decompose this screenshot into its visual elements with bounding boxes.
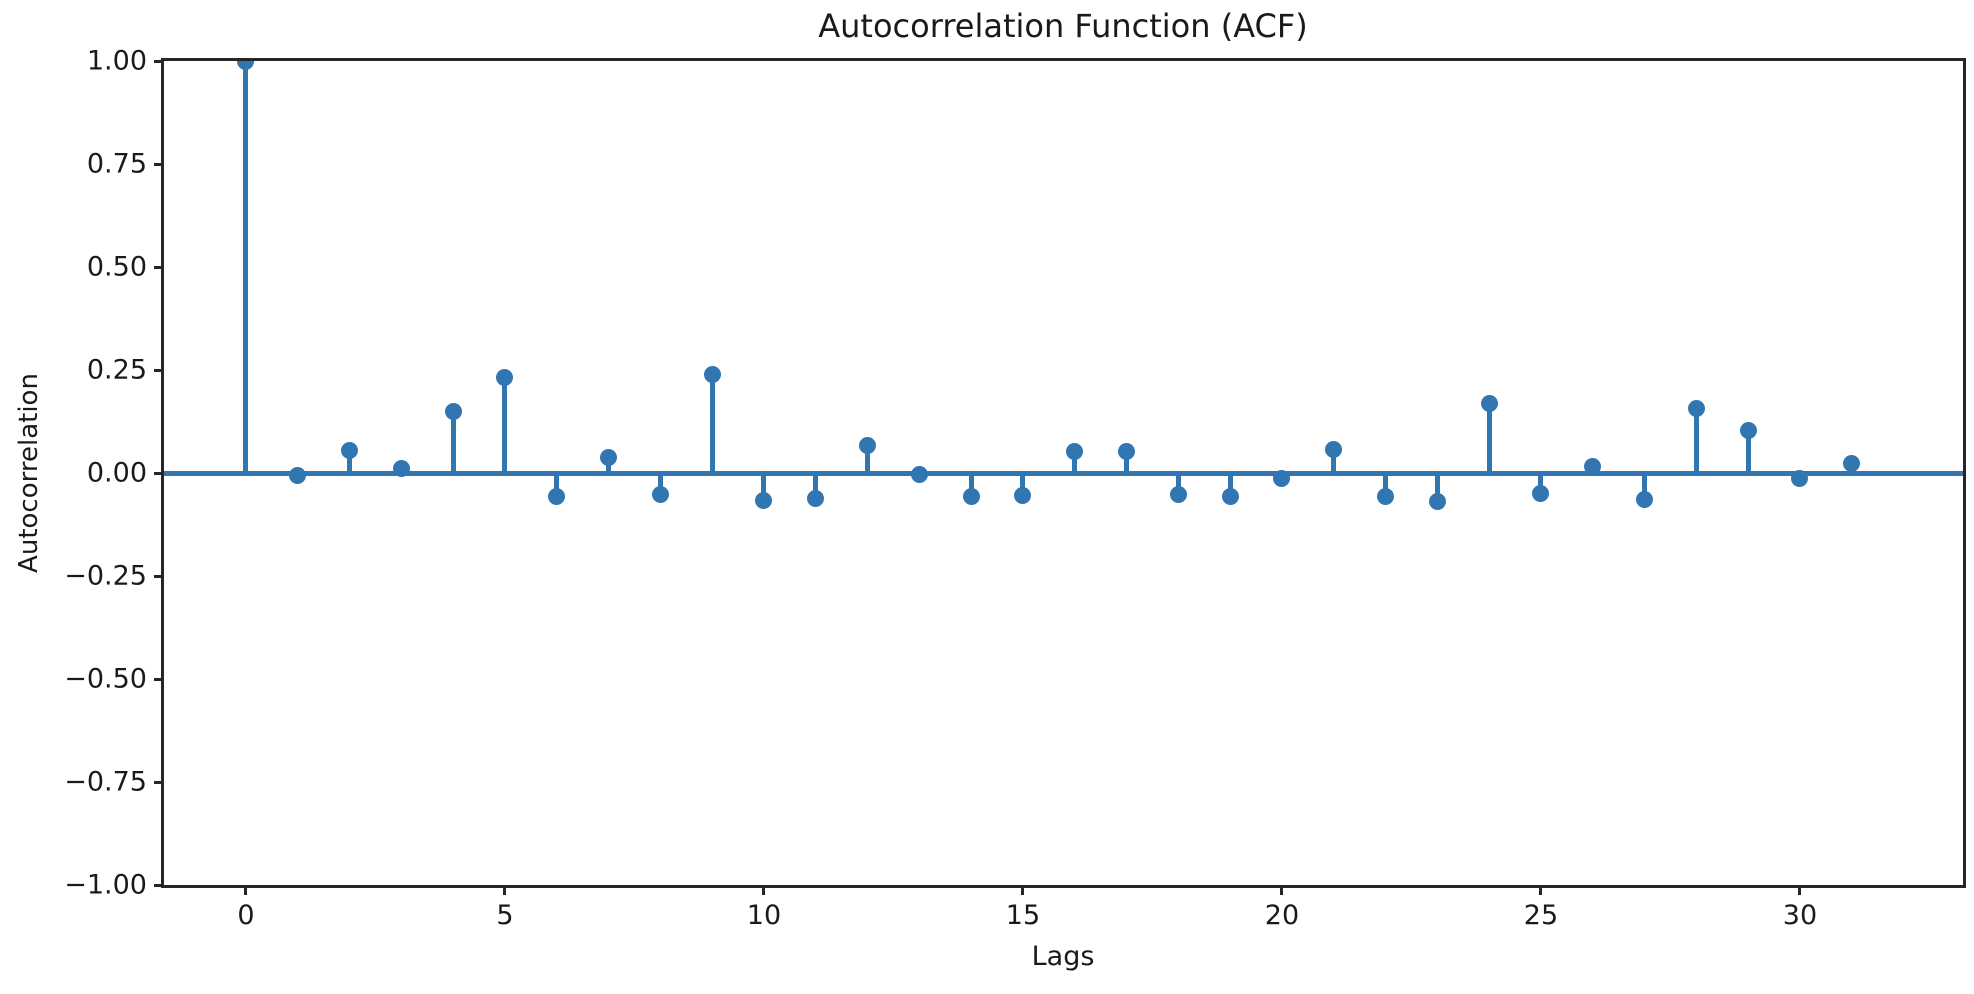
stem-line-lag-16 <box>1072 451 1078 473</box>
y-tick-mark <box>154 883 164 887</box>
stem-line-lag-29 <box>1745 430 1751 473</box>
x-tick-label: 15 <box>1005 900 1041 931</box>
stem-marker-lag-16 <box>1066 443 1084 461</box>
stem-line-lag-10 <box>761 473 767 501</box>
x-tick-label: 0 <box>237 900 255 931</box>
x-tick-mark <box>762 885 766 895</box>
x-tick-label: 5 <box>496 900 514 931</box>
stem-marker-lag-10 <box>755 491 773 509</box>
zero-baseline <box>164 470 1963 476</box>
stem-line-lag-18 <box>1175 473 1181 495</box>
stem-marker-lag-21 <box>1325 440 1343 458</box>
stem-marker-lag-2 <box>341 441 359 459</box>
stem-marker-lag-9 <box>703 365 721 383</box>
stem-line-lag-19 <box>1227 473 1233 497</box>
stem-marker-lag-24 <box>1480 395 1498 413</box>
y-tick-label: −1.00 <box>64 869 147 901</box>
stem-marker-lag-15 <box>1014 487 1032 505</box>
stem-marker-lag-14 <box>962 488 980 506</box>
stem-marker-lag-3 <box>392 460 410 478</box>
stem-marker-lag-1 <box>289 466 307 484</box>
stem-line-lag-21 <box>1331 449 1337 473</box>
stem-marker-lag-31 <box>1843 455 1861 473</box>
stem-line-lag-14 <box>968 473 974 497</box>
y-tick-label: 0.50 <box>86 251 147 283</box>
stem-marker-lag-22 <box>1377 488 1395 506</box>
stem-marker-lag-12 <box>859 437 877 455</box>
y-tick-label: 0.75 <box>86 148 147 180</box>
stem-line-lag-17 <box>1124 451 1130 473</box>
y-axis-label: Autocorrelation <box>14 373 45 573</box>
y-tick-label: 0.00 <box>86 457 147 489</box>
stem-marker-lag-25 <box>1532 484 1550 502</box>
stem-line-lag-27 <box>1642 473 1648 500</box>
stem-line-lag-11 <box>813 473 819 499</box>
stem-marker-lag-4 <box>444 402 462 420</box>
chart-title: Autocorrelation Function (ACF) <box>818 7 1308 45</box>
stem-marker-lag-29 <box>1739 422 1757 440</box>
stem-marker-lag-19 <box>1221 488 1239 506</box>
stem-marker-lag-28 <box>1687 399 1705 417</box>
stem-marker-lag-8 <box>651 485 669 503</box>
stem-line-lag-0 <box>243 61 249 473</box>
y-tick-mark <box>154 677 164 681</box>
stem-marker-lag-27 <box>1636 490 1654 508</box>
stem-marker-lag-23 <box>1428 492 1446 510</box>
stem-line-lag-2 <box>347 450 353 473</box>
stem-line-lag-12 <box>865 445 871 473</box>
x-tick-mark <box>503 885 507 895</box>
y-tick-label: −0.75 <box>64 766 147 798</box>
stem-marker-lag-7 <box>600 448 618 466</box>
stem-marker-lag-26 <box>1584 457 1602 475</box>
plot-area: 0 5 10 15 20 25 30 1.00 0.75 0.50 0.25 0.00 −0.25 −0.… <box>64 45 1966 931</box>
y-tick-mark <box>154 574 164 578</box>
plot-clip-region <box>164 61 1963 885</box>
stem-line-lag-23 <box>1434 473 1440 502</box>
stem-line-lag-22 <box>1383 473 1389 497</box>
x-tick-mark <box>1021 885 1025 895</box>
stem-marker-lag-11 <box>807 490 825 508</box>
stem-line-lag-25 <box>1538 473 1544 494</box>
x-tick-label: 20 <box>1264 900 1300 931</box>
stem-marker-lag-30 <box>1791 470 1809 488</box>
y-tick-mark <box>154 59 164 63</box>
x-tick-mark <box>1539 885 1543 895</box>
stem-marker-lag-17 <box>1118 443 1136 461</box>
y-tick-mark <box>154 265 164 269</box>
stem-line-lag-5 <box>502 377 508 473</box>
stem-line-lag-28 <box>1693 408 1699 473</box>
stem-marker-lag-13 <box>910 466 928 484</box>
stem-line-lag-9 <box>709 374 715 473</box>
y-tick-mark <box>154 471 164 475</box>
stem-marker-lag-20 <box>1273 470 1291 488</box>
stem-line-lag-15 <box>1020 473 1026 496</box>
x-tick-label: 10 <box>746 900 782 931</box>
y-tick-mark <box>154 368 164 372</box>
stem-marker-lag-0 <box>237 61 255 70</box>
y-tick-mark <box>154 162 164 166</box>
stem-line-lag-6 <box>554 473 560 497</box>
stem-line-lag-8 <box>657 473 663 495</box>
stem-marker-lag-18 <box>1169 486 1187 504</box>
stem-marker-lag-5 <box>496 368 514 386</box>
x-tick-mark <box>1798 885 1802 895</box>
x-tick-label: 25 <box>1523 900 1559 931</box>
stem-line-lag-4 <box>450 411 456 473</box>
y-tick-label: 1.00 <box>86 45 147 77</box>
x-tick-label: 30 <box>1782 900 1818 931</box>
y-tick-label: −0.50 <box>64 663 147 695</box>
x-tick-mark <box>1280 885 1284 895</box>
x-axis-label: Lags <box>1031 941 1095 972</box>
y-tick-label: −0.25 <box>64 560 147 592</box>
stem-marker-lag-6 <box>548 488 566 506</box>
stem-line-lag-24 <box>1486 403 1492 473</box>
y-tick-mark <box>154 780 164 784</box>
x-tick-mark <box>244 885 248 895</box>
y-tick-label: 0.25 <box>86 354 147 386</box>
